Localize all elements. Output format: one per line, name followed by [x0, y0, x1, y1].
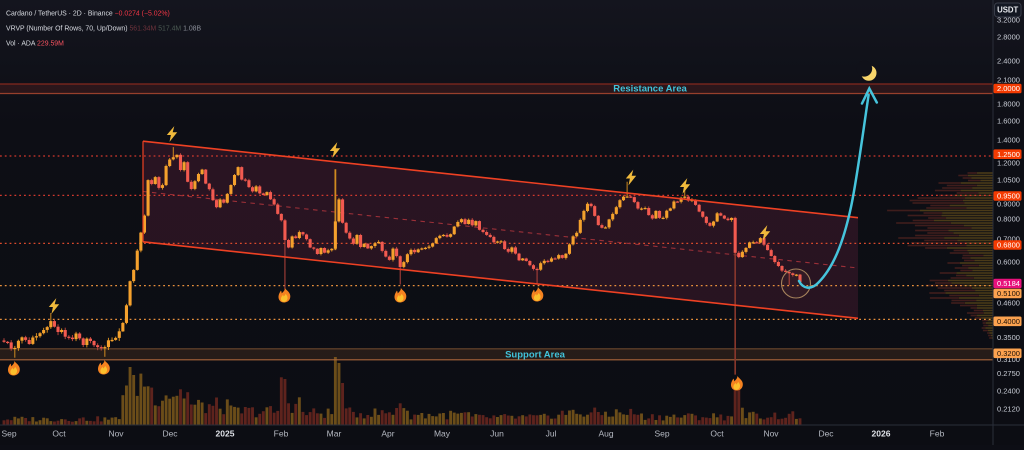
- svg-text:0.2400: 0.2400: [997, 387, 1020, 396]
- svg-text:0.4600: 0.4600: [997, 299, 1020, 308]
- svg-text:Jun: Jun: [490, 429, 504, 439]
- svg-text:1.2500: 1.2500: [997, 150, 1020, 159]
- svg-text:2.4000: 2.4000: [997, 57, 1020, 66]
- svg-text:2026: 2026: [872, 429, 891, 439]
- svg-text:2025: 2025: [216, 429, 235, 439]
- svg-text:1.6000: 1.6000: [997, 117, 1020, 126]
- svg-text:2.1000: 2.1000: [997, 76, 1020, 85]
- svg-text:Oct: Oct: [710, 429, 724, 439]
- svg-text:0.5100: 0.5100: [997, 289, 1020, 298]
- svg-text:1.4000: 1.4000: [997, 136, 1020, 145]
- svg-text:Feb: Feb: [274, 429, 289, 439]
- svg-text:1.0500: 1.0500: [997, 176, 1020, 185]
- svg-text:0.6000: 0.6000: [997, 258, 1020, 267]
- svg-text:Jul: Jul: [546, 429, 557, 439]
- svg-text:USDT: USDT: [997, 6, 1018, 15]
- svg-text:Oct: Oct: [52, 429, 66, 439]
- svg-text:Feb: Feb: [930, 429, 945, 439]
- svg-text:0.2120: 0.2120: [997, 405, 1020, 414]
- svg-text:Mar: Mar: [327, 429, 342, 439]
- svg-text:Sep: Sep: [654, 429, 669, 439]
- svg-text:0.3500: 0.3500: [997, 333, 1020, 342]
- svg-text:Support Area: Support Area: [505, 350, 566, 361]
- svg-text:Dec: Dec: [162, 429, 178, 439]
- svg-text:0.3200: 0.3200: [997, 349, 1020, 358]
- svg-text:2.0000: 2.0000: [997, 84, 1020, 93]
- svg-text:0.8000: 0.8000: [997, 215, 1020, 224]
- svg-text:0.9000: 0.9000: [997, 200, 1020, 209]
- svg-text:Dec: Dec: [818, 429, 834, 439]
- svg-text:2.8000: 2.8000: [997, 33, 1020, 42]
- svg-text:Apr: Apr: [381, 429, 394, 439]
- svg-text:Nov: Nov: [108, 429, 124, 439]
- svg-text:0.5184: 0.5184: [997, 279, 1020, 288]
- svg-text:Nov: Nov: [763, 429, 779, 439]
- svg-text:VRVP (Number Of Rows, 70, Up/D: VRVP (Number Of Rows, 70, Up/Down) 561.3…: [6, 26, 202, 33]
- svg-text:Aug: Aug: [598, 429, 613, 439]
- svg-text:Resistance Area: Resistance Area: [613, 84, 687, 95]
- svg-text:1.8000: 1.8000: [997, 100, 1020, 109]
- svg-text:0.9500: 0.9500: [997, 192, 1020, 201]
- svg-text:0.3100: 0.3100: [997, 355, 1020, 364]
- svg-text:May: May: [434, 429, 451, 439]
- svg-text:3.2000: 3.2000: [997, 16, 1020, 25]
- svg-text:Sep: Sep: [1, 429, 16, 439]
- svg-text:0.2750: 0.2750: [997, 369, 1020, 378]
- svg-text:0.6800: 0.6800: [997, 241, 1020, 250]
- svg-text:0.7000: 0.7000: [997, 235, 1020, 244]
- svg-text:Cardano / TetherUS · 2D · Bina: Cardano / TetherUS · 2D · Binance −0.027…: [6, 11, 170, 18]
- svg-text:0.4000: 0.4000: [997, 317, 1020, 326]
- svg-text:Vol · ADA 229.59M: Vol · ADA 229.59M: [6, 41, 64, 48]
- svg-text:1.2000: 1.2000: [997, 159, 1020, 168]
